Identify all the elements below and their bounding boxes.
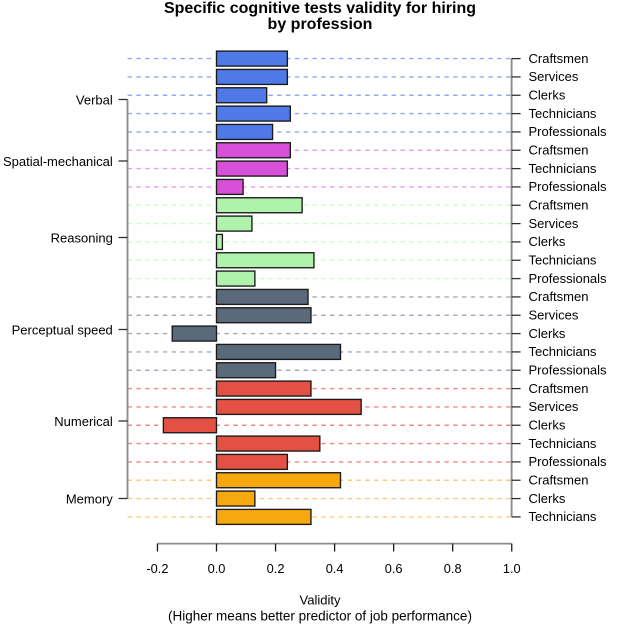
svg-text:0.8: 0.8 [444, 561, 462, 576]
svg-text:Clerks: Clerks [529, 326, 566, 341]
svg-text:Craftsmen: Craftsmen [529, 198, 589, 213]
svg-text:1.0: 1.0 [503, 561, 521, 576]
svg-text:Clerks: Clerks [529, 418, 566, 433]
svg-text:Services: Services [529, 308, 579, 323]
svg-text:-0.2: -0.2 [146, 561, 168, 576]
svg-text:Technicians: Technicians [529, 509, 597, 524]
svg-text:Professionals: Professionals [529, 363, 608, 378]
svg-text:Memory: Memory [66, 491, 113, 506]
svg-text:Specific cognitive tests valid: Specific cognitive tests validity for hi… [164, 0, 476, 17]
svg-text:Clerks: Clerks [529, 234, 566, 249]
svg-text:Services: Services [529, 69, 579, 84]
svg-text:Craftsmen: Craftsmen [529, 289, 589, 304]
svg-text:Validity: Validity [300, 593, 341, 608]
svg-text:Reasoning: Reasoning [51, 230, 113, 245]
svg-text:Verbal: Verbal [76, 92, 113, 107]
svg-text:Technicians: Technicians [529, 344, 597, 359]
svg-text:0.2: 0.2 [267, 561, 285, 576]
svg-text:Services: Services [529, 399, 579, 414]
svg-text:Craftsmen: Craftsmen [529, 51, 589, 66]
svg-text:0.6: 0.6 [385, 561, 403, 576]
svg-text:Technicians: Technicians [529, 106, 597, 121]
svg-text:(Higher means better predictor: (Higher means better predictor of job pe… [168, 609, 472, 624]
svg-text:0.4: 0.4 [326, 561, 344, 576]
svg-text:Craftsmen: Craftsmen [529, 473, 589, 488]
svg-text:Spatial-mechanical: Spatial-mechanical [3, 154, 113, 169]
svg-text:Technicians: Technicians [529, 436, 597, 451]
svg-text:by profession: by profession [268, 16, 373, 33]
svg-text:Craftsmen: Craftsmen [529, 381, 589, 396]
svg-text:Technicians: Technicians [529, 253, 597, 268]
svg-text:Perceptual speed: Perceptual speed [12, 322, 113, 337]
svg-text:Craftsmen: Craftsmen [529, 143, 589, 158]
svg-text:Clerks: Clerks [529, 491, 566, 506]
svg-text:Numerical: Numerical [54, 414, 113, 429]
svg-text:Professionals: Professionals [529, 179, 608, 194]
svg-text:Professionals: Professionals [529, 271, 608, 286]
svg-text:Clerks: Clerks [529, 88, 566, 103]
svg-text:Professionals: Professionals [529, 124, 608, 139]
svg-text:Services: Services [529, 216, 579, 231]
svg-text:Professionals: Professionals [529, 454, 608, 469]
svg-text:0.0: 0.0 [208, 561, 226, 576]
svg-text:Technicians: Technicians [529, 161, 597, 176]
